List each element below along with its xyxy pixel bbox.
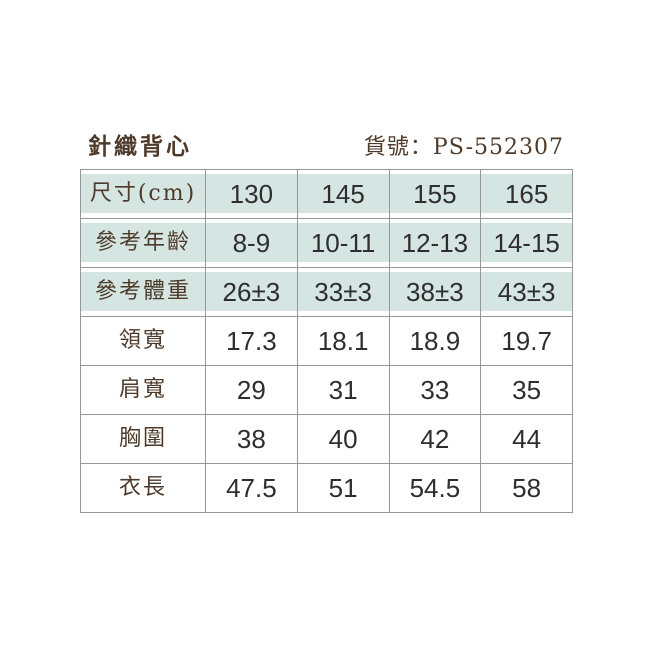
- row-label-age: 參考年齡: [81, 219, 206, 268]
- table-cell: 40: [297, 415, 390, 464]
- product-title: 針織背心: [88, 133, 192, 160]
- table-cell: 19.7: [481, 317, 573, 366]
- table-cell: 17.3: [206, 317, 298, 366]
- table-cell: 26±3: [206, 268, 298, 317]
- table-cell: 29: [206, 366, 298, 415]
- table-cell: 31: [297, 366, 390, 415]
- table-cell: 10-11: [297, 219, 390, 268]
- product-code: 貨號：PS-552307: [363, 135, 564, 160]
- row-label-garment-length: 衣長: [81, 464, 206, 513]
- table-cell: 33: [389, 366, 482, 415]
- table-cell: 47.5: [206, 464, 298, 513]
- row-label-shoulder-width: 肩寬: [81, 366, 206, 415]
- table-cell: 33±3: [297, 268, 390, 317]
- table-cell: 42: [389, 415, 482, 464]
- table-cell: 44: [481, 415, 573, 464]
- table-cell: 12-13: [389, 219, 482, 268]
- table-cell: 58: [481, 464, 573, 513]
- table-cell: 38±3: [389, 268, 482, 317]
- row-label-chest: 胸圍: [81, 415, 206, 464]
- page-header: 針織背心 貨號：PS-552307: [88, 127, 564, 161]
- table-cell: 35: [481, 366, 573, 415]
- table-cell: 165: [481, 170, 573, 219]
- table-cell: 14-15: [481, 219, 573, 268]
- table-cell: 18.1: [297, 317, 390, 366]
- table-cell: 18.9: [389, 317, 482, 366]
- table-cell: 145: [297, 170, 390, 219]
- table-cell: 43±3: [481, 268, 573, 317]
- row-label-neck-width: 領寬: [81, 317, 206, 366]
- table-cell: 54.5: [389, 464, 482, 513]
- row-label-weight: 參考體重: [81, 268, 206, 317]
- table-cell: 38: [206, 415, 298, 464]
- row-label-size: 尺寸(cm): [81, 170, 206, 219]
- size-chart-table: 尺寸(cm) 130 145 155 165 參考年齡 8-9 10-11 12…: [80, 169, 573, 513]
- table-cell: 155: [389, 170, 482, 219]
- table-cell: 130: [206, 170, 298, 219]
- table-cell: 51: [297, 464, 390, 513]
- table-cell: 8-9: [206, 219, 298, 268]
